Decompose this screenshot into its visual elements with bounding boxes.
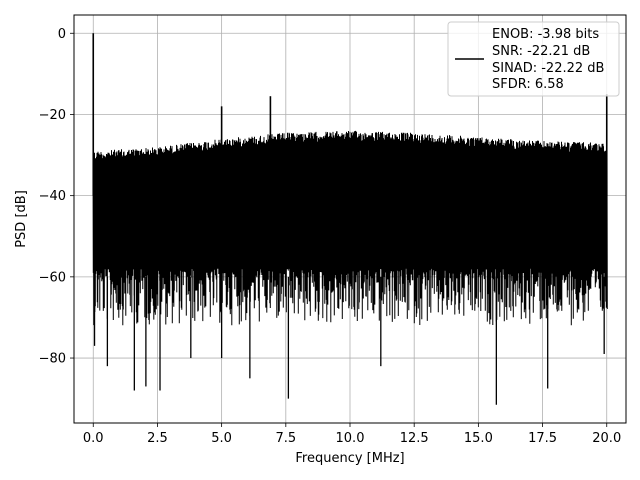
x-tick-label: 20.0 [592,431,621,446]
y-axis: 0 −20 −40 −60 −80 [39,27,74,367]
legend-entry-sinad: SINAD: -22.22 dB [492,61,604,76]
x-tick-label: 17.5 [528,431,557,446]
x-tick-label: 0.0 [83,431,104,446]
x-tick-label: 10.0 [336,431,365,446]
x-tick-label: 12.5 [400,431,429,446]
x-axis: 0.0 2.5 5.0 7.5 10.0 12.5 15.0 17.5 20.0 [83,423,621,446]
y-tick-label: −20 [39,108,66,123]
y-tick-label: −40 [39,189,66,204]
y-tick-label: −60 [39,270,66,285]
y-axis-label: PSD [dB] [14,190,29,248]
legend-entry-snr: SNR: -22.21 dB [492,44,590,59]
x-tick-label: 15.0 [464,431,493,446]
x-tick-label: 5.0 [211,431,232,446]
psd-trace [92,130,608,326]
legend-entry-sfdr: SFDR: 6.58 [492,77,564,92]
legend-entry-enob: ENOB: -3.98 bits [492,27,599,42]
legend-box [447,21,620,97]
x-axis-label: Frequency [MHz] [295,451,404,466]
legend: ENOB: -3.98 bits SNR: -22.21 dB SINAD: -… [447,21,620,97]
y-tick-label: −80 [39,352,66,367]
psd-series [92,33,608,405]
y-tick-label: 0 [58,27,66,42]
x-tick-label: 7.5 [275,431,296,446]
x-tick-label: 2.5 [147,431,168,446]
